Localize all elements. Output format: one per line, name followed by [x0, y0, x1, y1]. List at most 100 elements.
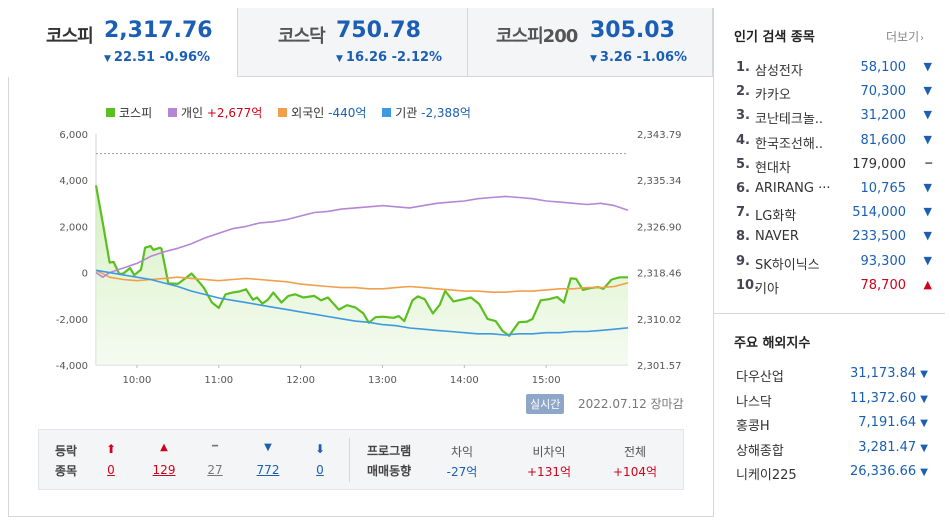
overseas-index-row[interactable]: 상해종합 3,281.47 ▼: [734, 440, 934, 464]
kospi-series-line: [94, 185, 628, 337]
y-left-tick-label: 2,000: [59, 222, 88, 233]
tab-kosdaq[interactable]: 코스닥 750.78 ▼ 16.26 -2.12%: [238, 8, 468, 77]
stock-price: 70,300: [860, 84, 907, 100]
tab-kospi200-value: 305.03: [590, 18, 675, 43]
price-direction-icon: ▼: [923, 60, 932, 73]
popular-stock-row[interactable]: 8. NAVER 233,500 ▼: [734, 229, 934, 253]
tab-kospi200-change: ▼ 3.26 -1.06%: [590, 50, 688, 65]
fall-count[interactable]: 772: [256, 463, 280, 477]
kospi-area: [96, 185, 628, 365]
popular-stock-row[interactable]: 2. 카카오 70,300 ▼: [734, 84, 934, 108]
tab-kospi200[interactable]: 코스피200 305.03 ▼ 3.26 -1.06%: [468, 8, 713, 77]
price-direction-icon: ▼: [923, 84, 932, 98]
stock-name[interactable]: ARIRANG ···: [755, 181, 831, 196]
lower-limit-count[interactable]: 0: [316, 463, 324, 477]
stock-name[interactable]: 코난테크놀..: [755, 112, 824, 128]
stock-name[interactable]: 삼성전자: [755, 64, 803, 79]
overseas-index-value: 3,281.47 ▼: [858, 439, 928, 455]
tab-kospi-name: 코스피: [46, 26, 94, 47]
overseas-index-row[interactable]: 홍콩H 7,191.64 ▼: [734, 415, 934, 439]
y-left-tick-label: 6,000: [59, 130, 88, 141]
down-arrow-icon: ▼: [336, 54, 343, 64]
stock-name[interactable]: LG화학: [755, 209, 797, 225]
price-direction-icon: ▼: [923, 181, 932, 194]
individual-swatch: [167, 108, 177, 117]
more-link[interactable]: 더보기›: [886, 30, 925, 44]
y-right-tick-label: 2,301.57: [637, 361, 682, 372]
x-tick-label: 12:00: [286, 375, 315, 386]
stock-name[interactable]: 기아: [755, 281, 779, 297]
x-tick-label: 11:00: [204, 375, 233, 386]
rank-number: 3.: [736, 108, 750, 124]
rank-number: 7.: [736, 205, 750, 221]
realtime-badge[interactable]: 실시간: [526, 394, 565, 414]
popular-stock-row[interactable]: 5. 현대차 179,000 ━: [734, 157, 934, 181]
upper-limit-icon: ⬆: [105, 442, 117, 456]
program-arbitrage-label: 차익: [450, 445, 474, 459]
tab-kospi200-name: 코스피200: [496, 26, 578, 47]
upper-limit-count[interactable]: 0: [107, 463, 115, 477]
overseas-index-row[interactable]: 나스닥 11,372.60 ▼: [734, 391, 934, 415]
y-left-tick-label: -4,000: [56, 361, 88, 372]
tab-kosdaq-change: ▼ 16.26 -2.12%: [336, 50, 443, 65]
market-breadth-box: 등락 종목 ⬆ 0 ▲ 129 ━ 27 ▼ 772 ⬇ 0 프로그램 매매동향…: [38, 429, 684, 490]
price-direction-icon: ━: [925, 156, 932, 170]
program-nonarbitrage-label: 비차익: [532, 445, 566, 459]
stock-name[interactable]: 현대차: [755, 160, 791, 176]
flat-count[interactable]: 27: [207, 463, 223, 477]
popular-stock-row[interactable]: 10. 기아 78,700 ▲: [734, 278, 934, 302]
overseas-index-name: 상해종합: [736, 443, 784, 459]
y-left-tick-label: 0: [82, 269, 88, 280]
y-left-tick-label: -2,000: [56, 315, 88, 326]
individual-series-line: [95, 195, 629, 279]
institution-series-line: [95, 269, 629, 336]
breadth-divider: [349, 438, 350, 482]
program-total-value: +104억: [613, 465, 657, 479]
overseas-index-name: 나스닥: [736, 394, 772, 410]
popular-stock-row[interactable]: 4. 한국조선해.. 81,600 ▼: [734, 133, 934, 157]
stock-price: 31,200: [860, 108, 907, 124]
stock-price: 81,600: [860, 132, 907, 148]
rise-count[interactable]: 129: [152, 463, 176, 477]
program-nonarbitrage-value: +131억: [527, 465, 571, 479]
breadth-label-bottom: 종목: [55, 464, 78, 478]
legend-foreign: 외국인 -440억: [278, 104, 366, 121]
institution-swatch: [382, 108, 392, 117]
breadth-label-top: 등락: [55, 444, 78, 458]
overseas-index-value: 26,336.66 ▼: [849, 464, 928, 479]
down-arrow-icon: ▼: [104, 54, 111, 64]
stock-price: 179,000: [852, 156, 906, 172]
tab-kospi-value: 2,317.76: [104, 18, 213, 43]
stock-name[interactable]: SK하이닉스: [755, 257, 820, 273]
popular-stock-row[interactable]: 3. 코난테크놀.. 31,200 ▼: [734, 108, 934, 132]
overseas-index-value: 7,191.64 ▼: [858, 415, 928, 430]
stock-name[interactable]: 한국조선해..: [755, 136, 824, 152]
tab-kosdaq-name: 코스닥: [278, 26, 326, 47]
x-tick-label: 14:00: [450, 375, 479, 386]
lower-limit-icon: ⬇: [314, 442, 326, 456]
rank-number: 8.: [736, 229, 750, 245]
tab-kospi[interactable]: 코스피 2,317.76 ▼ 22.51 -0.96%: [8, 8, 238, 77]
popular-stock-row[interactable]: 9. SK하이닉스 93,300 ▼: [734, 254, 934, 278]
stock-price: 78,700: [860, 277, 907, 293]
chart-legend: 코스피 개인 +2,677억 외국인 -440억 기관 -2,388억: [106, 104, 483, 121]
rank-number: 2.: [736, 84, 750, 100]
y-right-tick-label: 2,318.46: [637, 269, 682, 280]
y-left-tick-label: 4,000: [59, 176, 88, 187]
index-tabs: 코스피 2,317.76 ▼ 22.51 -0.96% 코스닥 750.78 ▼ 1…: [8, 8, 713, 77]
x-tick-label: 13:00: [368, 375, 397, 386]
stock-name[interactable]: NAVER: [755, 229, 799, 245]
down-arrow-icon: ▼: [920, 369, 928, 380]
overseas-index-row[interactable]: 다우산업 31,173.84 ▼: [734, 366, 934, 390]
rise-icon: ▲: [160, 442, 168, 453]
price-direction-icon: ▼: [923, 229, 932, 243]
popular-stock-row[interactable]: 7. LG화학 514,000 ▼: [734, 205, 934, 229]
popular-stock-row[interactable]: 1. 삼성전자 58,100 ▼: [734, 60, 934, 84]
overseas-index-row[interactable]: 니케이225 26,336.66 ▼: [734, 464, 934, 488]
market-close-datestamp: 2022.07.12 장마감: [578, 397, 684, 411]
popular-stock-row[interactable]: 6. ARIRANG ··· 10,765 ▼: [734, 181, 934, 205]
stock-name[interactable]: 카카오: [755, 88, 791, 104]
fall-icon: ▼: [264, 442, 272, 453]
overseas-index-name: 홍콩H: [736, 419, 770, 434]
legend-institution: 기관 -2,388억: [382, 104, 471, 121]
